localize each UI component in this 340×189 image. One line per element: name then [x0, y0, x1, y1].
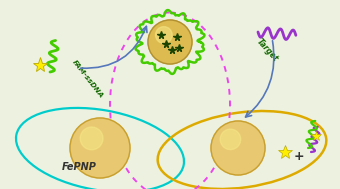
- Circle shape: [80, 127, 103, 150]
- Text: Target: Target: [255, 37, 279, 64]
- Text: +: +: [294, 150, 304, 163]
- Circle shape: [148, 20, 192, 64]
- Circle shape: [220, 129, 241, 150]
- Circle shape: [70, 118, 130, 178]
- Text: FAM-ssDNA: FAM-ssDNA: [71, 59, 105, 99]
- Text: FePNP: FePNP: [62, 162, 97, 172]
- Circle shape: [211, 121, 265, 175]
- Circle shape: [155, 27, 172, 43]
